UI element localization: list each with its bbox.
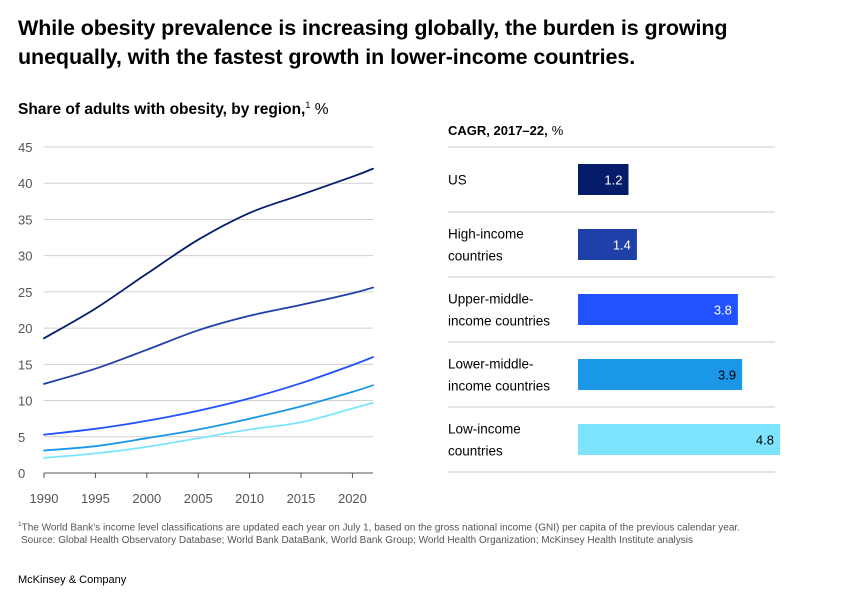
category-label: US — [448, 173, 467, 188]
bar-chart-title-text: CAGR, 2017–22, — [448, 123, 548, 138]
line-chart-unit: % — [314, 101, 329, 119]
y-tick-label: 15 — [18, 357, 32, 372]
x-tick-label: 1995 — [81, 491, 110, 506]
series-line-1 — [43, 286, 374, 385]
y-tick-label: 5 — [18, 430, 25, 445]
y-tick-label: 20 — [18, 321, 32, 336]
category-label: Upper-middle- — [448, 292, 534, 307]
footnote-text: The World Bank’s income level classifica… — [21, 522, 740, 534]
category-label: Low-income — [448, 422, 521, 437]
line-chart: 0 5 10 15 20 25 30 35 40 45 1990 1995 2000 2005 2010 20… — [18, 140, 374, 506]
bar-chart-unit: % — [552, 123, 564, 138]
series-line-2 — [43, 356, 374, 436]
category-label: income countries — [448, 314, 550, 329]
bar-value-label: 1.2 — [604, 173, 622, 188]
y-tick-label: 25 — [18, 285, 32, 300]
series-line-0 — [43, 167, 374, 340]
line-chart-title: Share of adults with obesity, by region, — [18, 101, 306, 119]
bar — [578, 229, 637, 260]
series-line-3 — [43, 384, 374, 452]
bar — [578, 164, 629, 195]
series-line-4 — [43, 401, 374, 459]
y-tick-label: 30 — [18, 249, 32, 264]
y-tick-label: 10 — [18, 394, 32, 409]
footnote: 1The World Bank’s income level classific… — [18, 518, 828, 547]
y-tick-label: 0 — [18, 466, 25, 481]
y-tick-label: 35 — [18, 212, 32, 227]
x-tick-label: 1990 — [30, 491, 59, 506]
x-tick-label: 2015 — [287, 491, 316, 506]
x-tick-label: 2020 — [338, 491, 367, 506]
bar — [578, 424, 780, 455]
category-label: countries — [448, 249, 503, 264]
footnote-marker: 1 — [305, 100, 311, 110]
bar — [578, 294, 738, 325]
bar-value-label: 3.9 — [718, 368, 736, 383]
category-label: income countries — [448, 379, 550, 394]
x-tick-label: 2000 — [132, 491, 161, 506]
chart-title: While obesity prevalence is increasing g… — [18, 16, 728, 69]
source-text: Source: Global Health Observatory Databa… — [21, 535, 693, 547]
category-label: countries — [448, 444, 503, 459]
bar-value-label: 3.8 — [714, 303, 732, 318]
bar-chart-title: CAGR, 2017–22,% — [448, 123, 564, 138]
category-label: High-income — [448, 227, 524, 242]
bar-value-label: 4.8 — [756, 433, 774, 448]
footnote-marker-ref: 1 — [18, 521, 22, 528]
bar-value-label: 1.4 — [613, 238, 631, 253]
category-label: Lower-middle- — [448, 357, 534, 372]
bar-chart: CAGR, 2017–22,% US 1.2 High-income countrie… — [448, 123, 780, 473]
x-tick-label: 2010 — [235, 491, 264, 506]
brand-logo-text: McKinsey & Company — [18, 574, 127, 586]
y-tick-label: 40 — [18, 176, 32, 191]
x-tick-label: 2005 — [184, 491, 213, 506]
bar — [578, 359, 743, 390]
line-chart-subtitle: Share of adults with obesity, by region,… — [18, 100, 329, 119]
y-tick-label: 45 — [18, 140, 32, 155]
